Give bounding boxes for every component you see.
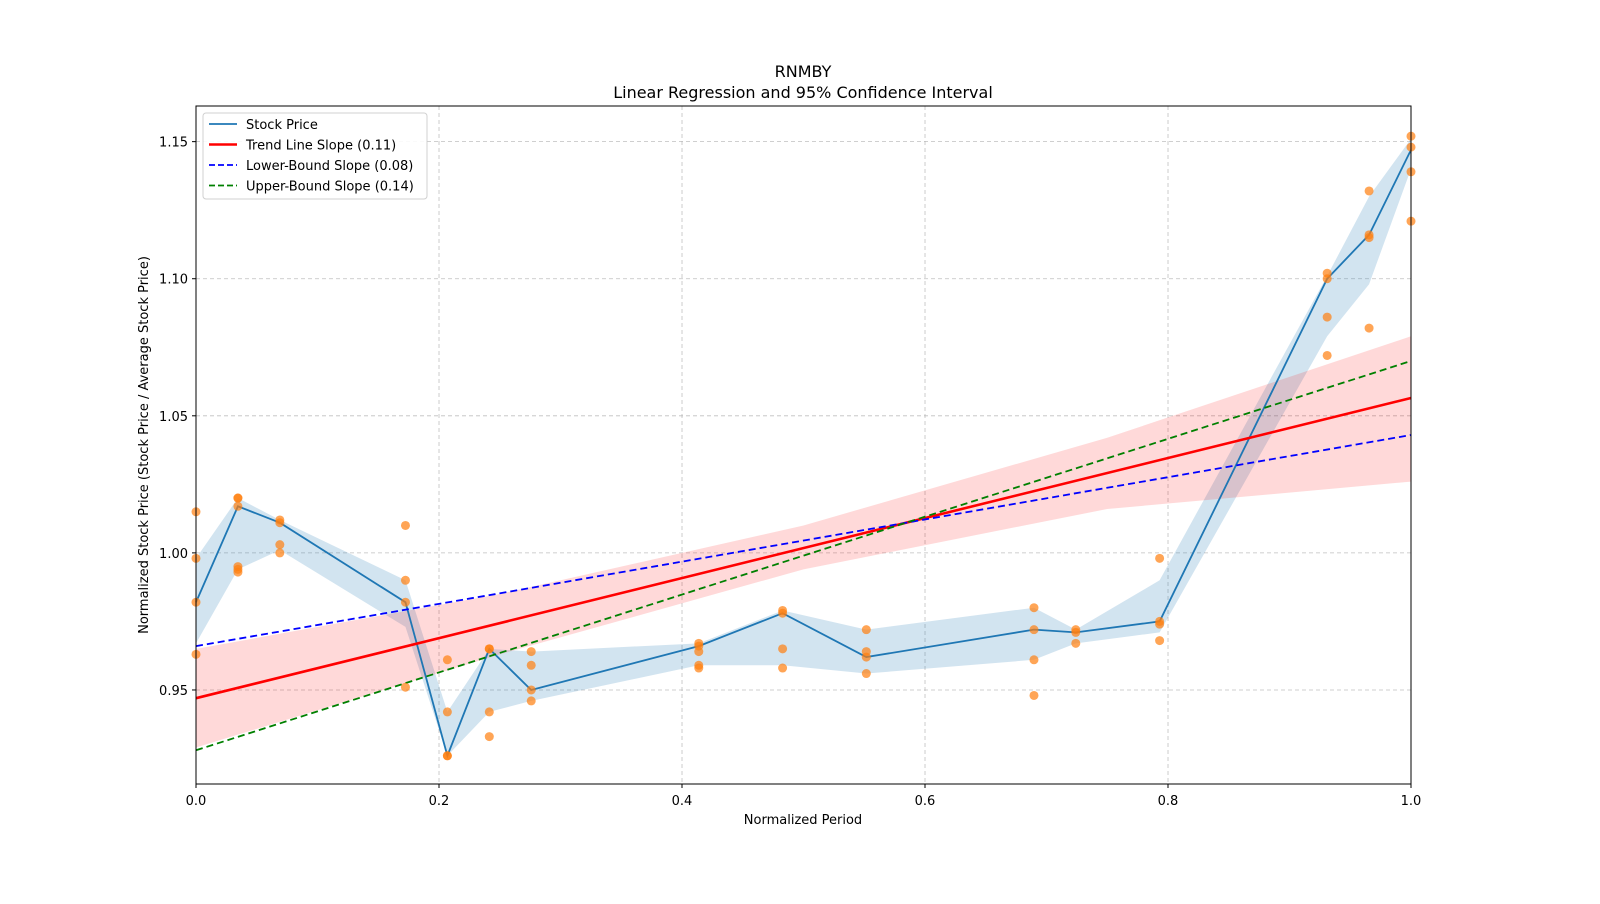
scatter-point [233,501,243,511]
scatter-point [1364,186,1374,196]
scatter-point [778,608,788,618]
plot-frame [195,105,1412,785]
scatter-point [1029,655,1039,665]
x-tick-label: 1.0 [1401,794,1422,809]
y-tick-label: 1.10 [159,273,188,288]
scatter-point [442,707,452,717]
x-tick-label: 0.6 [915,794,936,809]
scatter-point [778,663,788,673]
scatter-point [400,597,410,607]
scatter-point [526,647,536,657]
scatter-point [1155,636,1165,646]
scatter-point [1029,625,1039,635]
y-tick-label: 1.05 [159,410,188,425]
legend-label: Trend Line Slope (0.11) [245,139,396,154]
legend-box [202,112,428,200]
scatter-point [1364,233,1374,243]
scatter-point [233,567,243,577]
upper-bound-line [195,360,1412,752]
scatter-point [861,625,871,635]
scatter-point [484,707,494,717]
scatter-point [694,647,704,657]
x-tick-label: 0.0 [186,794,207,809]
y-tick-label: 1.15 [159,136,188,151]
x-tick-label: 0.8 [1158,794,1179,809]
legend-label: Lower-Bound Slope (0.08) [246,159,413,174]
confidence-bands [196,138,1411,756]
axis-ticks: 0.0 0.2 0.4 0.6 0.8 1.0 0.95 1.00 1.05 1.10 1.15 [159,136,1421,809]
scatter-point [1071,638,1081,648]
y-tick-label: 0.95 [159,684,188,699]
series-lines [195,149,1412,759]
y-tick-label: 1.00 [159,547,188,562]
trend-line [195,396,1412,700]
legend-label: Stock Price [246,118,318,133]
y-axis-label: Normalized Stock Price (Stock Price / Av… [137,256,152,634]
scatter-point [400,575,410,585]
scatter-point [275,518,285,528]
trend-ci-band [196,336,1411,748]
scatter-point [526,696,536,706]
scatter-point [526,660,536,670]
scatter-point [1322,350,1332,360]
scatter-point [1155,619,1165,629]
scatter-point [442,655,452,665]
lower-bound-line [195,434,1412,647]
scatter-point [1322,274,1332,284]
scatter-point [1322,312,1332,322]
scatter-point [233,493,243,503]
legend-label: Upper-Bound Slope (0.14) [246,180,414,195]
x-axis-label: Normalized Period [744,813,862,828]
scatter-point [442,751,452,761]
scatter-point [275,548,285,558]
legend: Stock Price Trend Line Slope (0.11) Lower-… [202,112,428,200]
scatter-point [400,520,410,530]
scatter-point [275,540,285,550]
x-tick-label: 0.2 [429,794,450,809]
scatter-point [526,685,536,695]
scatter-point [861,652,871,662]
scatter-point [484,732,494,742]
scatter-point [400,682,410,692]
x-tick-label: 0.4 [672,794,693,809]
stock-price-ci-band [196,138,1411,756]
scatter-point [861,669,871,679]
scatter-point [694,663,704,673]
scatter-point [778,644,788,654]
scatter-point [1155,553,1165,563]
scatter-point [1029,603,1039,613]
scatter-point [1029,690,1039,700]
chart-title: RNMBY [775,62,832,81]
scatter-point [1071,627,1081,637]
scatter-point [1364,323,1374,333]
chart-subtitle: Linear Regression and 95% Confidence Int… [613,83,993,102]
scatter-point [484,644,494,654]
stock-price-line [195,149,1412,759]
